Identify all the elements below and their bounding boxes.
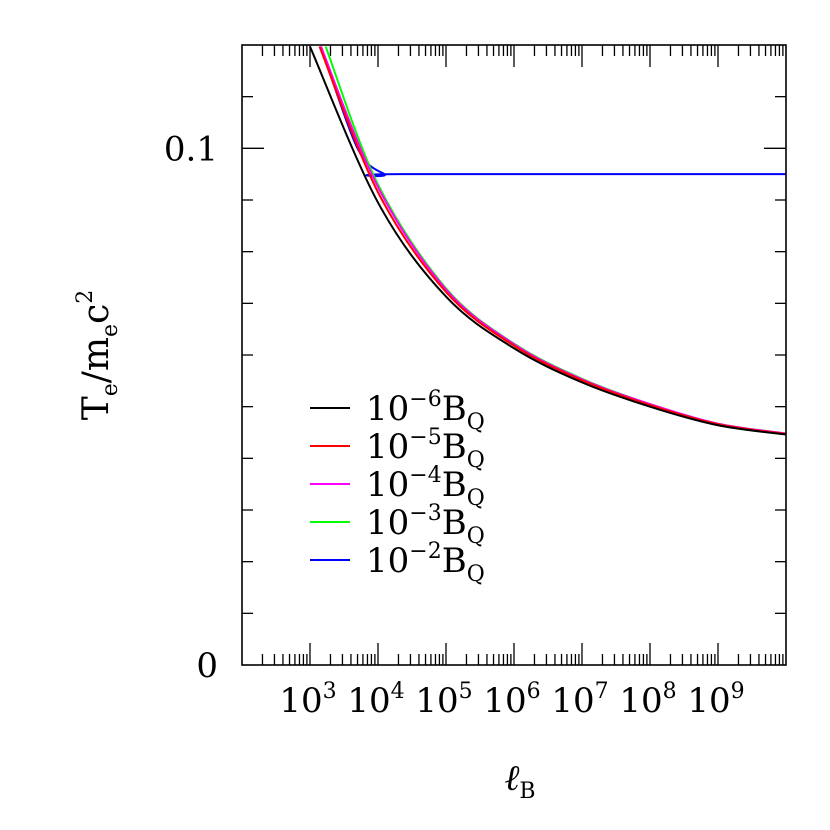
x-tick-label-exp: 9 xyxy=(731,679,745,704)
x-tick-label-exp: 3 xyxy=(323,679,337,704)
x-tick-label: 108 xyxy=(619,679,676,721)
x-tick-label-exp: 4 xyxy=(391,679,405,704)
legend-label-exp: −5 xyxy=(409,425,441,450)
legend-label-exp: −6 xyxy=(409,387,441,412)
x-tick-label-exp: 8 xyxy=(663,679,677,704)
legend-label-sub: Q xyxy=(467,410,485,435)
legend-label-base: 10 xyxy=(366,389,409,429)
x-tick-label: 106 xyxy=(483,679,540,721)
legend-label: 10−2BQ xyxy=(366,539,485,587)
x-tick-label: 107 xyxy=(551,679,608,721)
legend-label-symbol: B xyxy=(442,541,467,581)
y-axis-label-t: T xyxy=(76,396,117,420)
series-line-5 xyxy=(320,46,786,178)
legend-label-symbol: B xyxy=(442,465,467,505)
y-axis-label-sup: 2 xyxy=(73,290,98,304)
legend-label: 10−3BQ xyxy=(366,501,485,549)
legend-label: 10−5BQ xyxy=(366,425,485,473)
x-tick-label-exp: 6 xyxy=(527,679,541,704)
y-axis-label-tail: c xyxy=(76,304,117,324)
x-tick-label: 103 xyxy=(279,679,336,721)
series-line-2 xyxy=(318,46,786,436)
x-tick-label-exp: 7 xyxy=(595,679,609,704)
x-tick-label: 109 xyxy=(687,679,744,721)
legend-label-symbol: B xyxy=(442,389,467,429)
legend-label-base: 10 xyxy=(366,541,409,581)
legend-label-symbol: B xyxy=(442,427,467,467)
plot-frame xyxy=(241,44,787,666)
legend-label-exp: −3 xyxy=(409,501,441,526)
x-tick-label-base: 10 xyxy=(415,681,458,721)
x-tick-label-base: 10 xyxy=(619,681,662,721)
legend-label: 10−4BQ xyxy=(366,463,485,511)
series-layer xyxy=(309,46,786,436)
x-tick-label-exp: 5 xyxy=(459,679,473,704)
y-tick-label: 0.1 xyxy=(164,129,218,169)
x-tick-label-base: 10 xyxy=(687,681,730,721)
x-tick-label-base: 10 xyxy=(483,681,526,721)
x-axis-label-main: ℓ xyxy=(504,758,519,799)
x-axis-label: ℓB xyxy=(504,758,535,804)
legend-label-sub: Q xyxy=(467,448,485,473)
legend-label-symbol: B xyxy=(442,503,467,543)
legend-label-exp: −4 xyxy=(409,463,441,488)
x-tick-label-base: 10 xyxy=(551,681,594,721)
x-tick-label-base: 10 xyxy=(279,681,322,721)
legend-label-base: 10 xyxy=(366,465,409,505)
x-axis-label-sub: B xyxy=(519,779,535,804)
legend-label-sub: Q xyxy=(467,562,485,587)
y-axis-label: Te/mec2 xyxy=(73,290,123,421)
legend-label-sub: Q xyxy=(467,486,485,511)
axis-ticks xyxy=(242,45,786,665)
x-tick-label: 105 xyxy=(415,679,472,721)
series-line-1 xyxy=(309,46,786,436)
x-tick-label: 104 xyxy=(347,679,404,721)
legend-label-base: 10 xyxy=(366,427,409,467)
y-axis-label-mid: /m xyxy=(76,337,117,383)
y-axis-label-sub2: e xyxy=(98,324,123,337)
series-line-3 xyxy=(320,46,786,435)
legend-label-sub: Q xyxy=(467,524,485,549)
series-line-4 xyxy=(324,46,786,435)
legend-label-base: 10 xyxy=(366,503,409,543)
x-tick-label-base: 10 xyxy=(347,681,390,721)
legend-label-exp: −2 xyxy=(409,539,441,564)
y-axis-label-sub1: e xyxy=(98,383,123,396)
y-tick-label: 0 xyxy=(196,646,218,686)
legend-label: 10−6BQ xyxy=(366,387,485,435)
